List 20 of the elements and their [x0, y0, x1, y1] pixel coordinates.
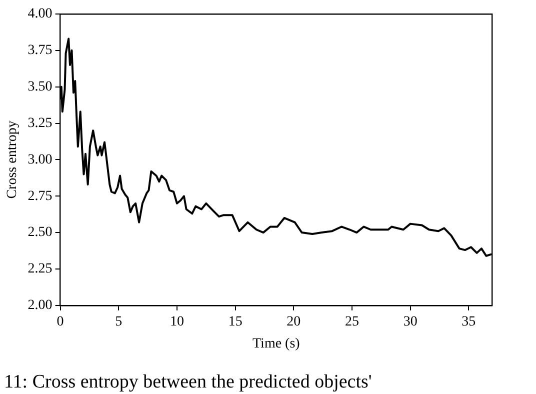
y-tick-label: 3.75: [28, 43, 52, 58]
x-tick-label: 10: [170, 314, 184, 330]
y-tick-label: 2.25: [28, 262, 52, 277]
y-tick-label: 3.50: [28, 80, 52, 95]
y-tick-label: 4.00: [28, 6, 52, 22]
y-tick-label: 2.75: [28, 188, 52, 204]
x-tick-label: 20: [286, 314, 301, 330]
x-tick-label: 15: [228, 314, 242, 330]
x-tick-label: 30: [403, 314, 418, 330]
x-tick-label: 5: [115, 314, 122, 330]
y-tick-label: 2.50: [28, 225, 52, 240]
x-tick-label: 35: [462, 314, 476, 330]
y-tick-label: 3.00: [28, 152, 52, 168]
y-tick-label: 3.25: [28, 116, 52, 131]
text: 11: Cross entropy between the predicted objects': [4, 371, 372, 392]
x-tick-label: 0: [56, 314, 64, 330]
x-tick-label: 25: [344, 314, 359, 330]
y-tick-label: 2.00: [28, 298, 52, 314]
y-axis-title: Cross entropy: [5, 120, 20, 199]
x-axis-title: Time (s): [252, 336, 300, 352]
